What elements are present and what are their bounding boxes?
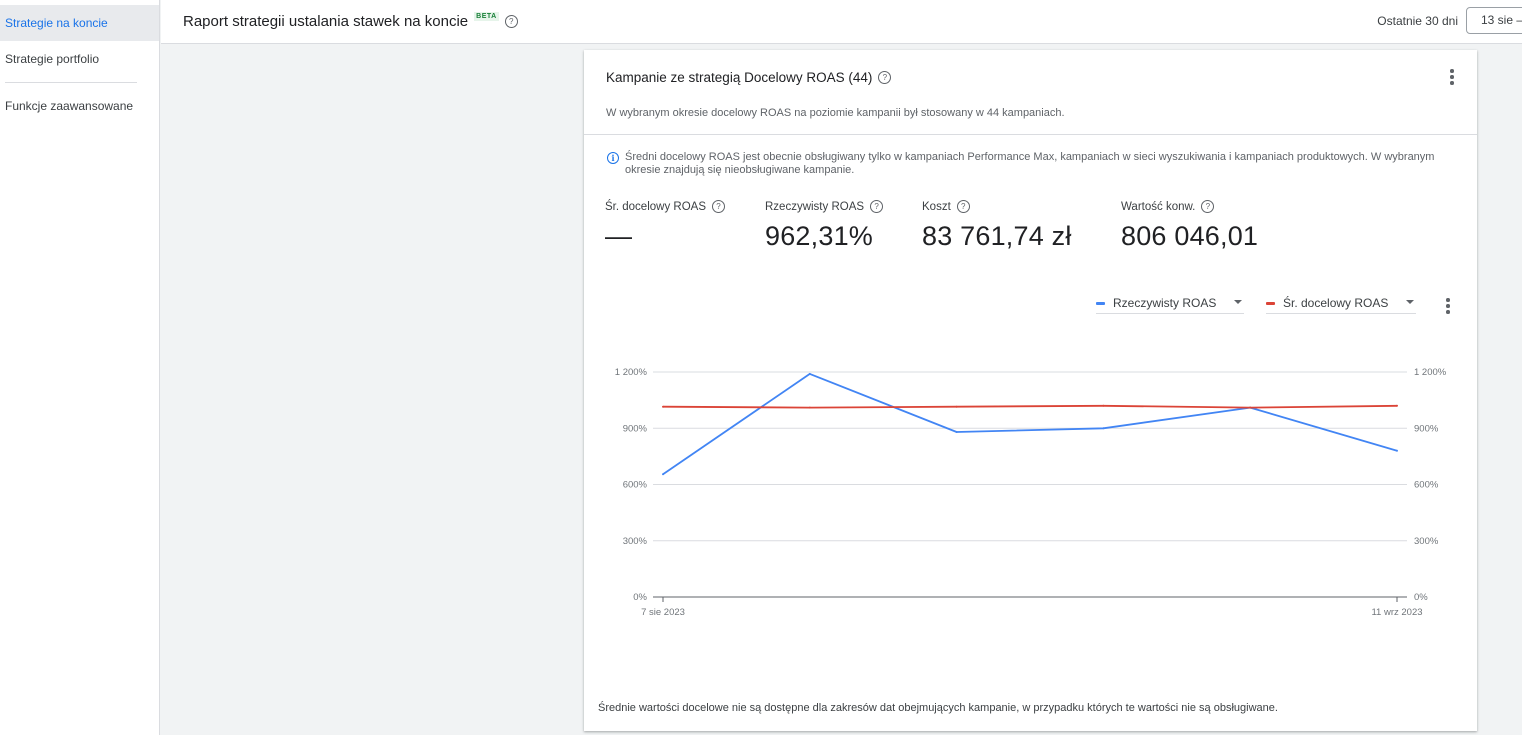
help-icon[interactable]: ? [870,200,884,213]
info-message: Średni docelowy ROAS jest obecnie obsług… [625,151,1435,176]
sidebar: Strategie na koncie Strategie portfolio … [0,0,160,735]
footnote: Średnie wartości docelowe nie są dostępn… [598,702,1278,714]
y-tick-label-left: 1 200% [615,367,648,378]
data-point [662,405,664,408]
legend-dropdown-actual-roas[interactable]: Rzeczywisty ROAS [1096,293,1244,314]
sidebar-item-account-strategies[interactable]: Strategie na koncie [0,5,159,41]
y-tick-label-right: 0% [1414,592,1428,603]
metric-cost[interactable]: Koszt? 83 761,74 zł [922,200,1072,252]
metric-label: Śr. docelowy ROAS [605,200,706,213]
card-title: Kampanie ze strategią Docelowy ROAS (44) [606,70,873,85]
chart-options-icon[interactable] [1446,298,1450,316]
more-options-icon[interactable] [1450,69,1454,87]
card-divider [584,134,1477,135]
help-icon[interactable]: ? [1201,200,1215,213]
metric-value: 806 046,01 [1121,221,1259,251]
help-icon[interactable]: ? [878,71,892,84]
y-tick-label-left: 0% [633,592,647,603]
x-tick-label: 7 sie 2023 [641,607,685,618]
sidebar-item-advanced-features[interactable]: Funkcje zaawansowane [5,99,134,113]
sidebar-divider [5,82,137,83]
data-point [1102,404,1105,407]
metric-label: Wartość konw. [1121,200,1196,213]
metric-actual-roas[interactable]: Rzeczywisty ROAS? 962,31% [765,200,884,252]
series-line [662,372,1398,475]
legend-dropdown-target-roas[interactable]: Śr. docelowy ROAS [1266,293,1416,314]
data-point [1396,449,1398,452]
legend-label: Rzeczywisty ROAS [1113,296,1217,310]
metric-label-wrap: Śr. docelowy ROAS? [605,200,725,213]
y-tick-label-left: 900% [623,423,648,434]
y-tick-label-right: 300% [1414,536,1439,547]
title-wrap: Raport strategii ustalania stawek na kon… [183,0,518,43]
legend-swatch [1096,301,1105,305]
chevron-down-icon [1406,300,1414,304]
data-point [955,431,958,433]
y-tick-label-right: 600% [1414,480,1439,491]
metric-label: Rzeczywisty ROAS [765,200,865,213]
metric-conv-value[interactable]: Wartość konw.? 806 046,01 [1121,200,1258,252]
data-point [808,406,811,409]
metric-label-wrap: Koszt? [922,200,1072,213]
data-point [808,372,811,375]
metric-label-wrap: Rzeczywisty ROAS? [765,200,884,213]
metric-label: Koszt [922,200,951,213]
data-point [955,405,958,408]
y-tick-label-left: 300% [623,536,648,547]
metric-value: 83 761,74 zł [922,221,1072,251]
bid-strategy-card: Kampanie ze strategią Docelowy ROAS (44)… [584,50,1477,731]
page-title: Raport strategii ustalania stawek na kon… [183,13,469,30]
date-range-picker[interactable]: 13 sie – [1466,7,1522,34]
data-point [1102,427,1105,430]
date-range-label: Ostatnie 30 dni [1377,14,1458,28]
help-icon[interactable]: ? [504,15,518,28]
card-subtitle: W wybranym okresie docelowy ROAS na pozi… [606,107,1065,119]
card-title-wrap: Kampanie ze strategią Docelowy ROAS (44)… [606,70,892,85]
legend-label: Śr. docelowy ROAS [1283,296,1389,310]
metric-target-roas[interactable]: Śr. docelowy ROAS? — [605,200,725,252]
data-point [662,473,664,476]
legend-swatch [1266,301,1275,305]
help-icon[interactable]: ? [711,200,725,213]
page-header: Raport strategii ustalania stawek na kon… [161,0,1522,44]
y-tick-label-right: 1 200% [1414,367,1447,378]
sidebar-item-portfolio-strategies[interactable]: Strategie portfolio [5,52,100,66]
chevron-down-icon [1234,300,1242,304]
beta-badge: BETA [474,12,499,21]
series-line [662,404,1398,409]
x-tick-label: 11 wrz 2023 [1371,607,1422,618]
y-tick-label-right: 900% [1414,423,1439,434]
metric-value: 962,31% [765,221,873,251]
help-icon[interactable]: ? [956,200,970,213]
info-icon: i [607,152,619,164]
metric-label-wrap: Wartość konw.? [1121,200,1258,213]
roas-line-chart: 0% 0% 300% 300% 600% 600% 900% 900% 1 200% 1 200%… [615,367,1447,618]
data-point [1396,404,1398,407]
data-point [1249,406,1252,409]
y-tick-label-left: 600% [623,480,648,491]
metric-value: — [605,221,633,251]
